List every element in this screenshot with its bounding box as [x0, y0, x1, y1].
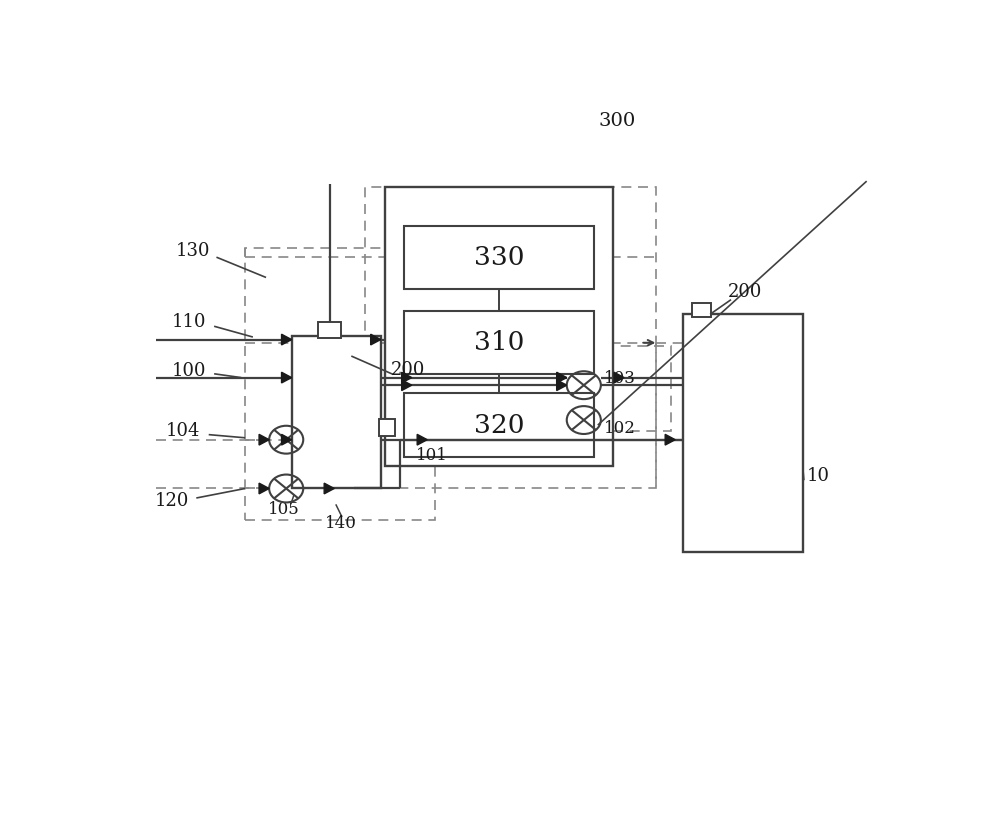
Polygon shape — [665, 435, 675, 445]
Bar — [692, 304, 711, 318]
Text: 310: 310 — [474, 330, 524, 356]
Text: 120: 120 — [154, 492, 189, 510]
Text: 330: 330 — [474, 244, 524, 270]
Polygon shape — [557, 380, 567, 391]
Text: 104: 104 — [166, 422, 200, 440]
Text: 103: 103 — [604, 370, 636, 388]
Text: 320: 320 — [474, 412, 524, 438]
Text: 101: 101 — [416, 447, 448, 464]
Text: 100: 100 — [171, 362, 206, 380]
Bar — [404, 393, 594, 457]
Polygon shape — [557, 372, 567, 383]
Text: 102: 102 — [604, 420, 636, 437]
Polygon shape — [282, 334, 292, 345]
Polygon shape — [324, 483, 334, 494]
Bar — [365, 188, 656, 489]
Polygon shape — [614, 372, 624, 383]
Text: 110: 110 — [171, 314, 206, 332]
Text: 105: 105 — [268, 501, 300, 518]
Text: 300: 300 — [598, 112, 636, 130]
Polygon shape — [371, 334, 381, 345]
Bar — [379, 420, 395, 436]
Polygon shape — [402, 380, 412, 391]
Text: 130: 130 — [176, 242, 210, 260]
Polygon shape — [282, 372, 292, 383]
Bar — [385, 188, 613, 467]
Text: 10: 10 — [806, 467, 829, 485]
Bar — [563, 346, 671, 431]
Polygon shape — [259, 483, 269, 494]
Text: 200: 200 — [728, 283, 762, 301]
Bar — [292, 337, 381, 489]
Bar — [683, 314, 803, 552]
Bar — [245, 248, 435, 520]
Bar — [404, 311, 594, 374]
Text: 200: 200 — [391, 361, 425, 379]
Text: 140: 140 — [325, 515, 356, 532]
Polygon shape — [282, 435, 292, 445]
Bar — [318, 323, 341, 338]
Polygon shape — [259, 435, 269, 445]
Polygon shape — [417, 435, 427, 445]
Polygon shape — [402, 372, 412, 383]
Bar — [404, 226, 594, 289]
